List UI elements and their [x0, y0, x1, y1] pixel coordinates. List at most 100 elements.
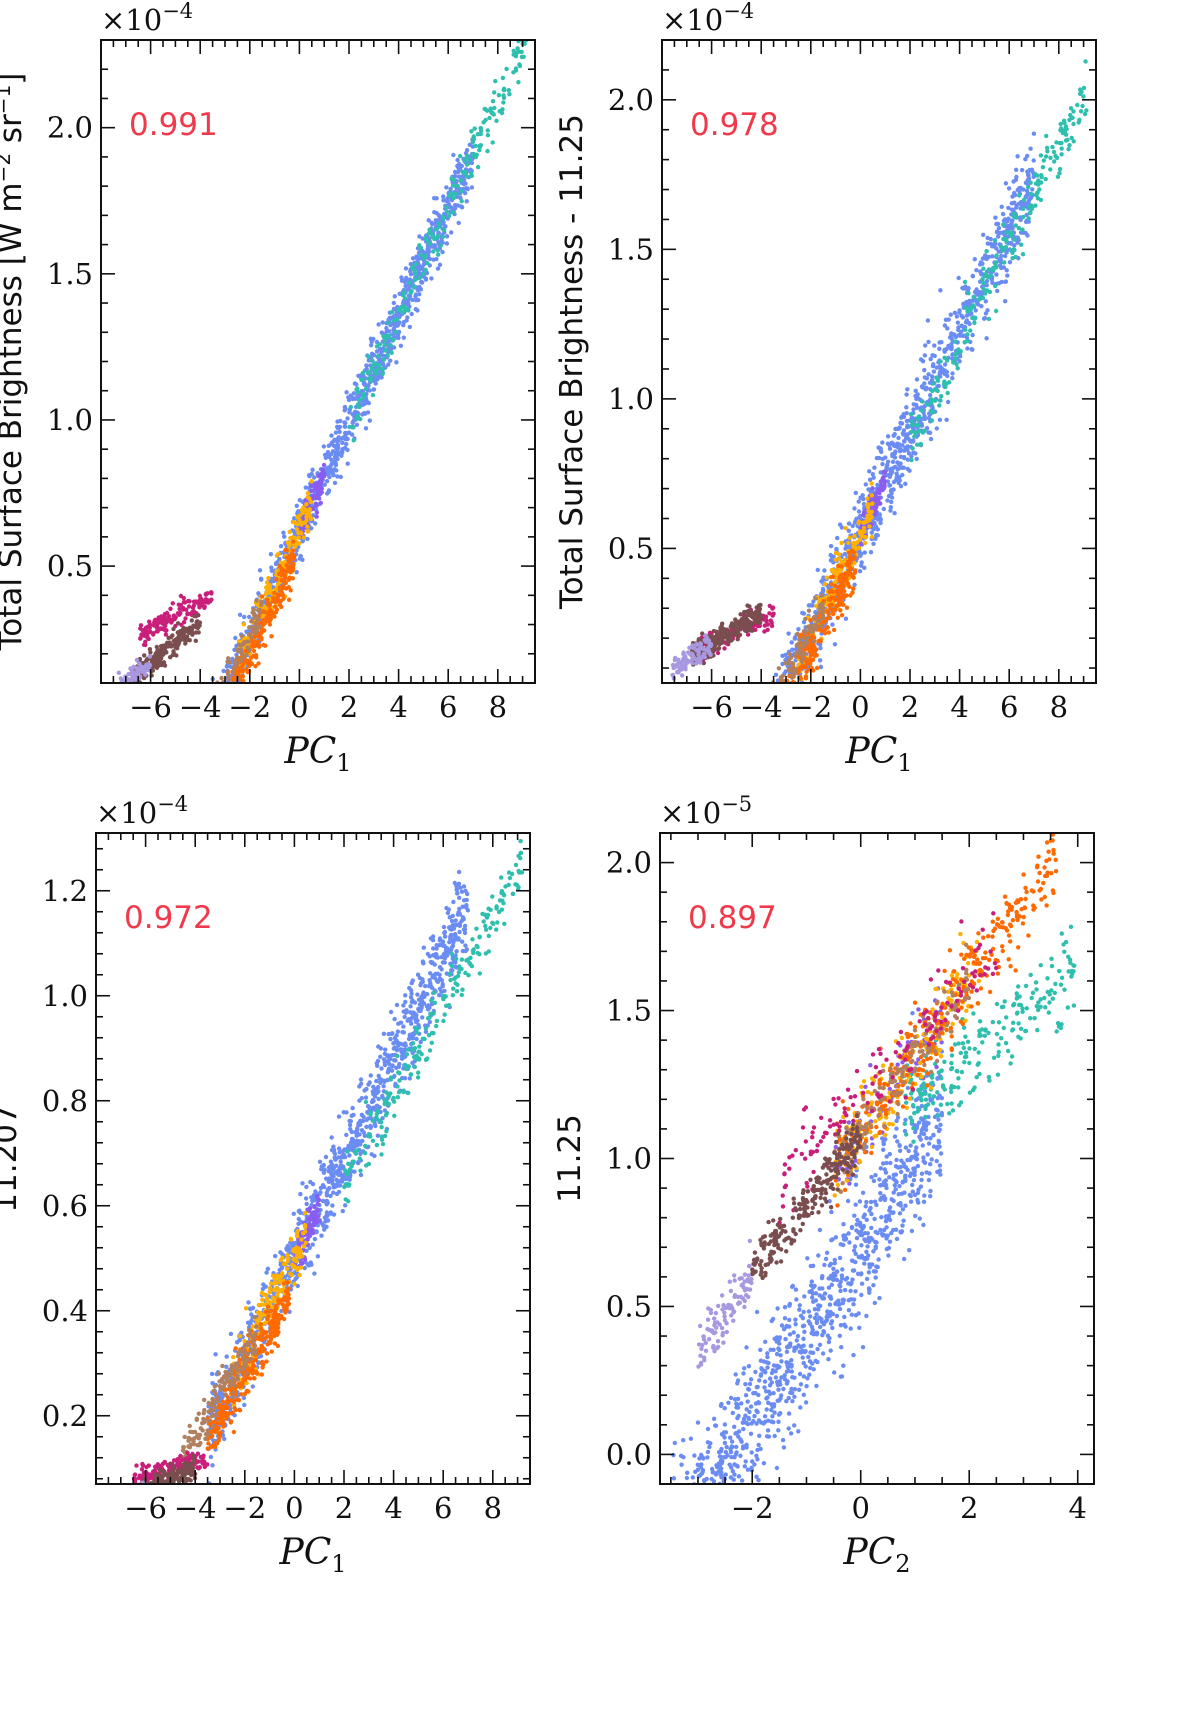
data-point [168, 606, 173, 611]
data-point [1028, 146, 1033, 151]
data-point [328, 442, 334, 447]
data-point [389, 350, 394, 355]
data-point [965, 332, 970, 337]
data-point [126, 677, 131, 682]
data-point [219, 724, 223, 728]
data-point [810, 603, 815, 608]
data-point [897, 425, 902, 430]
data-point [922, 367, 927, 373]
data-point [272, 614, 277, 619]
data-point [501, 87, 506, 93]
data-point [211, 742, 215, 746]
data-point [354, 387, 359, 392]
data-point [425, 260, 430, 266]
data-point [867, 477, 873, 482]
data-point [783, 698, 787, 702]
data-point [116, 670, 122, 675]
data-point [815, 567, 820, 573]
data-point [469, 173, 474, 178]
data-point [701, 660, 706, 666]
data-point [221, 685, 225, 689]
data-point [298, 530, 303, 535]
data-point [974, 268, 979, 273]
data-point [154, 644, 159, 650]
data-point [782, 685, 786, 689]
data-point [806, 608, 812, 613]
data-point [922, 428, 927, 433]
data-point [256, 591, 261, 596]
data-point [286, 597, 292, 602]
data-point [915, 442, 920, 447]
data-point [888, 505, 893, 510]
data-point [294, 503, 299, 508]
data-point [981, 266, 986, 271]
data-point [1025, 178, 1030, 183]
data-point [919, 408, 925, 413]
data-point [194, 740, 198, 744]
data-point [511, 48, 516, 53]
data-point [233, 684, 237, 688]
data-point [321, 462, 327, 468]
data-point [305, 495, 311, 500]
data-point [212, 744, 216, 748]
data-point [190, 758, 194, 762]
data-point [354, 410, 359, 415]
data-point [784, 706, 788, 710]
data-point [869, 534, 875, 540]
data-point [983, 311, 989, 316]
data-point [254, 655, 259, 660]
data-point [143, 668, 148, 673]
data-point [337, 425, 342, 430]
data-point [1028, 180, 1033, 185]
data-point [896, 435, 901, 441]
data-point [990, 254, 995, 259]
data-point [238, 684, 242, 688]
data-point [176, 640, 182, 645]
data-point [124, 690, 128, 694]
data-point [937, 403, 942, 408]
data-point [443, 198, 448, 203]
data-point [189, 618, 194, 623]
data-point [170, 633, 175, 638]
data-point [342, 424, 347, 429]
data-point [834, 588, 840, 594]
data-point [934, 365, 939, 370]
data-point [1016, 226, 1022, 231]
data-point [262, 605, 267, 610]
data-point [197, 736, 201, 740]
data-point [492, 90, 497, 95]
data-point [996, 281, 1002, 286]
data-point [1030, 187, 1035, 192]
data-point [990, 280, 995, 285]
data-point [193, 731, 197, 735]
data-point [993, 308, 999, 314]
data-point [272, 590, 277, 596]
data-point [945, 399, 951, 405]
data-point [259, 594, 265, 599]
data-point [1002, 253, 1008, 259]
data-point [515, 46, 520, 51]
data-point [939, 394, 944, 399]
data-point [131, 685, 135, 689]
data-point [222, 699, 226, 703]
data-point [774, 725, 778, 729]
data-point [349, 432, 355, 437]
data-point [394, 360, 399, 365]
x-tick-label: −6 [129, 690, 172, 724]
data-point [221, 689, 225, 693]
data-point [1038, 153, 1044, 158]
data-point [887, 442, 892, 448]
data-point [187, 759, 191, 763]
data-point [128, 666, 133, 671]
data-point [255, 628, 260, 633]
data-point [913, 430, 918, 435]
data-point [935, 384, 940, 389]
data-point [910, 446, 915, 451]
data-point [285, 540, 290, 545]
data-point [407, 324, 412, 330]
data-point [998, 263, 1003, 268]
data-point [372, 362, 378, 367]
data-point [291, 556, 297, 561]
data-point [492, 105, 497, 111]
